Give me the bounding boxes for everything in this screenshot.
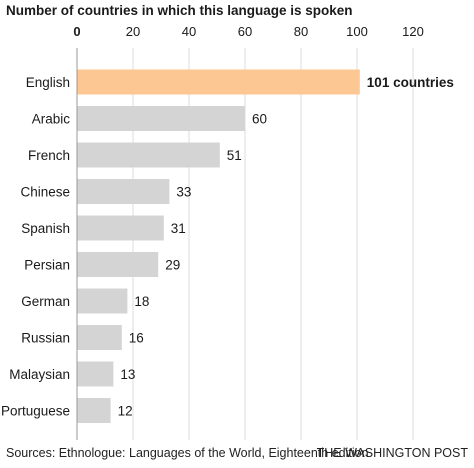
bar-malaysian bbox=[77, 361, 114, 387]
x-tick-label: 60 bbox=[238, 24, 252, 39]
category-label: Russian bbox=[21, 331, 70, 346]
category-labels: English Arabic French Chinese Spanish Persian… bbox=[1, 75, 70, 419]
category-label: Persian bbox=[24, 258, 70, 273]
bar-french bbox=[77, 142, 220, 168]
category-label: Portuguese bbox=[1, 404, 70, 419]
value-label: 13 bbox=[120, 367, 135, 382]
bar-russian bbox=[77, 325, 122, 350]
category-label: Arabic bbox=[32, 112, 71, 127]
bars bbox=[77, 69, 360, 423]
x-tick-label: 0 bbox=[73, 24, 80, 39]
value-label: 33 bbox=[176, 185, 191, 200]
category-label: French bbox=[28, 148, 70, 163]
bar-persian bbox=[77, 252, 159, 277]
value-label: 29 bbox=[165, 258, 180, 273]
category-label: English bbox=[26, 75, 70, 90]
bar-portuguese bbox=[77, 398, 111, 423]
value-label: 31 bbox=[171, 221, 186, 236]
publisher-credit: THE WASHINGTON POST bbox=[316, 446, 468, 460]
value-labels: 101 countries 60 51 33 31 29 18 16 13 12 bbox=[118, 75, 454, 419]
x-tick-label: 20 bbox=[126, 24, 140, 39]
category-label: Spanish bbox=[21, 221, 70, 236]
bar-spanish bbox=[77, 215, 164, 241]
value-label: 12 bbox=[118, 404, 133, 419]
bar-german bbox=[77, 288, 128, 314]
x-tick-label: 40 bbox=[182, 24, 196, 39]
value-label: 60 bbox=[252, 112, 267, 127]
bar-chinese bbox=[77, 179, 170, 204]
value-label: 18 bbox=[134, 294, 149, 309]
x-axis-ticks: 0 20 40 60 80 100 120 bbox=[73, 24, 423, 39]
chart-title: Number of countries in which this langua… bbox=[6, 3, 353, 18]
grid-lines bbox=[132, 48, 414, 440]
category-label: German bbox=[21, 294, 70, 309]
category-label: Malaysian bbox=[9, 367, 70, 382]
value-label: 101 countries bbox=[367, 75, 454, 90]
x-tick-label: 100 bbox=[346, 24, 368, 39]
category-label: Chinese bbox=[20, 185, 70, 200]
source-note: Sources: Ethnologue: Languages of the Wo… bbox=[6, 446, 369, 460]
value-label: 51 bbox=[227, 148, 242, 163]
x-tick-label: 80 bbox=[294, 24, 308, 39]
x-tick-label: 120 bbox=[402, 24, 424, 39]
bar-english bbox=[77, 69, 360, 95]
bar-arabic bbox=[77, 106, 245, 131]
value-label: 16 bbox=[129, 331, 144, 346]
